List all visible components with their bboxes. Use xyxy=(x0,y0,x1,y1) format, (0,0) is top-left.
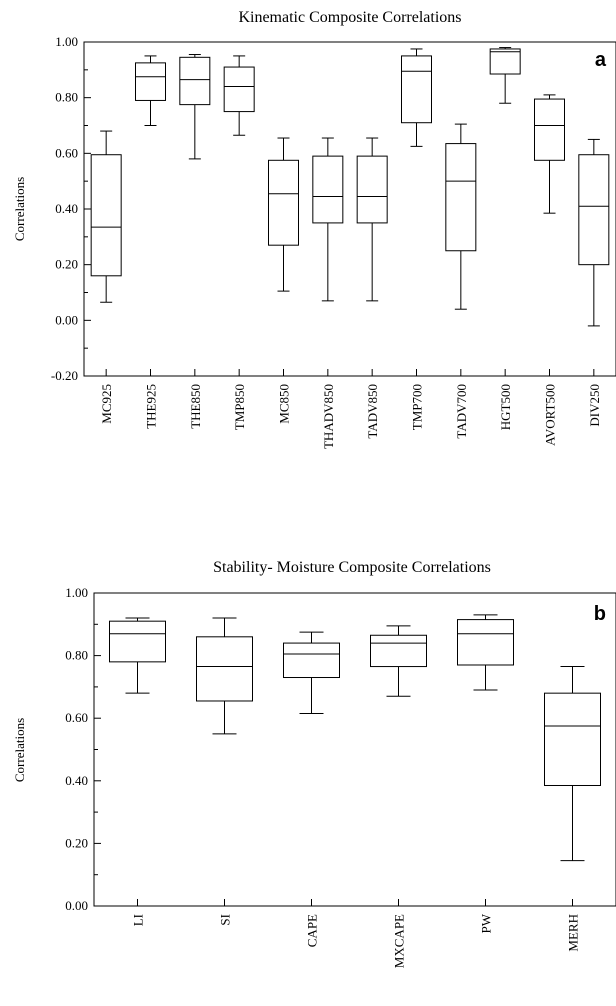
box xyxy=(578,154,610,266)
chart-panel-b: Stability- Moisture Composite Correlatio… xyxy=(12,559,616,968)
panel-label: a xyxy=(595,49,607,71)
box xyxy=(312,155,344,224)
x-tick-label: HGT500 xyxy=(498,384,513,430)
chart-title: Kinematic Composite Correlations xyxy=(238,9,461,26)
chart-title: Stability- Moisture Composite Correlatio… xyxy=(213,559,491,576)
box xyxy=(544,692,601,786)
x-tick-label: SI xyxy=(218,914,233,926)
box xyxy=(223,66,255,113)
x-tick-label: MC850 xyxy=(277,384,292,424)
x-tick-label: TMP850 xyxy=(232,384,247,430)
x-tick-label: TADV700 xyxy=(454,384,469,439)
x-tick-label: DIV250 xyxy=(587,384,602,427)
y-tick-label: 0.40 xyxy=(55,201,78,216)
y-tick-label: 0.20 xyxy=(55,257,78,272)
box xyxy=(457,619,514,666)
box xyxy=(534,98,565,161)
y-tick-label: 0.60 xyxy=(65,710,88,725)
x-tick-label: PW xyxy=(479,913,494,933)
y-axis-label: Correlations xyxy=(12,718,27,782)
x-tick-label: MXCAPE xyxy=(392,914,407,968)
y-tick-label: 0.20 xyxy=(65,835,88,850)
chart-marks: 0.00 0.20 0.40 0.60 0.80 1.00 LI SI CAPE MXCAPE PW… xyxy=(65,585,601,968)
plot-frame xyxy=(93,592,616,907)
x-tick-label: LI xyxy=(131,914,146,926)
box xyxy=(445,143,477,252)
y-axis-label: Correlations xyxy=(12,177,27,241)
y-tick-label: -0.20 xyxy=(51,368,78,383)
x-tick-label: MERH xyxy=(566,914,581,952)
box xyxy=(109,620,166,663)
y-tick-label: 0.00 xyxy=(65,898,88,913)
x-tick-label: THADV850 xyxy=(321,384,336,449)
box xyxy=(196,636,253,702)
y-tick-label: 0.60 xyxy=(55,145,78,160)
box xyxy=(135,62,166,101)
box xyxy=(90,154,122,277)
chart-marks: -0.20 0.00 0.20 0.40 0.60 0.80 1.00 MC925 THE925… xyxy=(51,34,610,449)
panel-label: b xyxy=(594,603,606,625)
x-tick-label: TADV850 xyxy=(365,384,380,439)
x-tick-label: THE925 xyxy=(144,384,159,429)
box xyxy=(268,159,299,246)
y-tick-label: 1.00 xyxy=(55,34,78,49)
y-tick-label: 1.00 xyxy=(65,585,88,600)
x-tick-label: THE850 xyxy=(188,384,203,429)
y-tick-label: 0.80 xyxy=(65,648,88,663)
box xyxy=(370,634,427,668)
x-tick-label: MC925 xyxy=(99,384,114,424)
box xyxy=(401,55,432,124)
box xyxy=(489,48,521,75)
y-tick-label: 0.40 xyxy=(65,773,88,788)
x-tick-label: CAPE xyxy=(305,914,320,947)
box xyxy=(179,56,211,106)
box xyxy=(356,155,388,224)
box xyxy=(283,642,340,679)
y-tick-label: 0.00 xyxy=(55,312,78,327)
y-tick-label: 0.80 xyxy=(55,90,78,105)
chart-panel-a: Kinematic Composite Correlations a Corre… xyxy=(12,9,616,449)
x-tick-label: TMP700 xyxy=(410,384,425,430)
x-tick-label: AVORT500 xyxy=(543,384,558,446)
